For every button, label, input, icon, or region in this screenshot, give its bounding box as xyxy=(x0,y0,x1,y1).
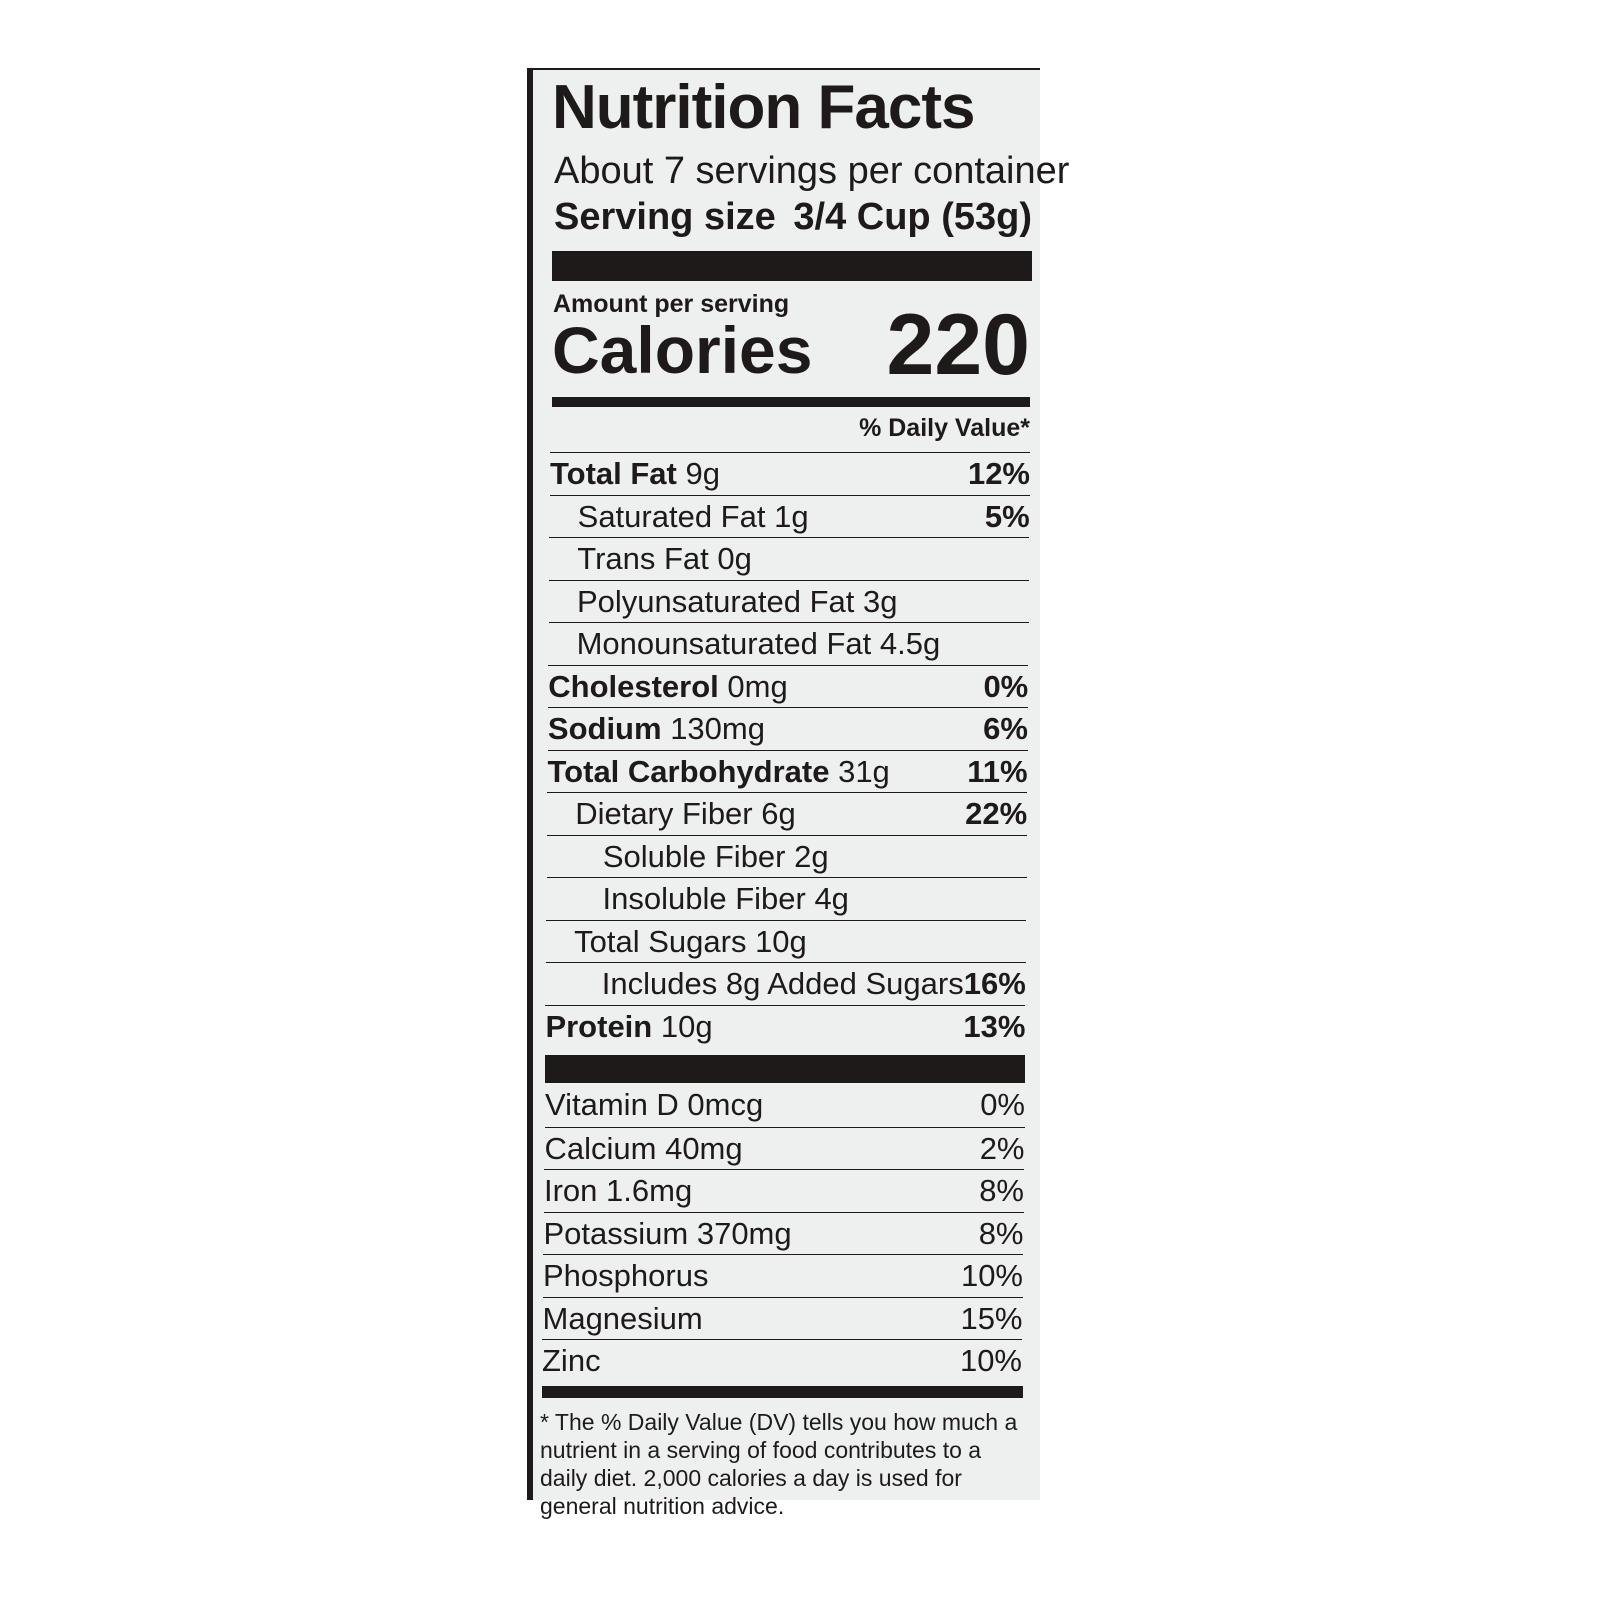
nutrient-row: Soluble Fiber 2g xyxy=(546,834,1027,878)
footnote: * The % Daily Value (DV) tells you how m… xyxy=(540,1409,1018,1519)
nutrient-name: Sodium xyxy=(547,711,662,746)
nutrient-name: Includes 8g Added Sugars xyxy=(601,966,964,1001)
label-panel xyxy=(527,68,1040,1500)
nutrient-name: Insoluble Fiber 4g xyxy=(602,881,849,916)
medium-rule xyxy=(552,397,1030,407)
serving-size-value: 3/4 Cup (53g) xyxy=(793,196,1032,238)
vitamin-dv: 10% xyxy=(960,1258,1023,1293)
vitamin-row: Potassium 370mg 8% xyxy=(543,1211,1024,1255)
thick-rule xyxy=(545,1055,1025,1083)
vitamin-row: Magnesium 15% xyxy=(542,1296,1023,1340)
nutrient-amount: 0mg xyxy=(727,668,788,704)
nutrient-amount: 10g xyxy=(660,1008,713,1044)
nutrient-amount: 130mg xyxy=(670,711,765,746)
nutrient-name: Cholesterol xyxy=(548,668,719,704)
vitamin-dv: 8% xyxy=(978,1215,1024,1251)
vitamin-name: Zinc xyxy=(542,1343,601,1378)
nutrient-name: Protein xyxy=(545,1008,653,1044)
nutrient-dv: 16% xyxy=(963,966,1026,1001)
vitamin-row: Zinc 10% xyxy=(542,1339,1022,1382)
calories-label: Calories xyxy=(552,313,813,387)
nutrient-amount: 9g xyxy=(685,456,720,491)
daily-value-header: % Daily Value* xyxy=(859,414,1030,442)
nutrient-name: Trans Fat 0g xyxy=(577,541,752,576)
nutrient-row: Saturated Fat 1g 5% xyxy=(549,494,1030,538)
nutrient-dv: 0% xyxy=(983,668,1029,704)
nutrient-row: Dietary Fiber 6g 22% xyxy=(547,792,1028,835)
nutrient-dv: 12% xyxy=(967,456,1030,491)
vitamin-dv: 15% xyxy=(960,1300,1023,1336)
servings: About 7 servings per container xyxy=(554,150,1070,192)
nutrient-row: Total Fat 9g 12% xyxy=(550,452,1030,495)
vitamin-dv: 0% xyxy=(980,1087,1025,1122)
nutrient-row: Protein 10g 13% xyxy=(545,1004,1026,1048)
nutrient-name: Total Carbohydrate xyxy=(547,753,830,789)
thick-rule xyxy=(552,251,1032,281)
nutrient-amount: 31g xyxy=(838,753,890,789)
nutrient-dv: 22% xyxy=(965,796,1028,831)
nutrient-row: Includes 8g Added Sugars 16% xyxy=(545,962,1026,1005)
vitamin-name: Calcium 40mg xyxy=(544,1130,743,1166)
nutrient-name: Total Sugars 10g xyxy=(574,923,807,959)
nutrient-name: Polyunsaturated Fat 3g xyxy=(576,583,898,619)
amount-per-serving: Amount per serving xyxy=(553,290,790,318)
nutrient-name: Monounsaturated Fat 4.5g xyxy=(576,626,941,661)
vitamin-row: Iron 1.6mg 8% xyxy=(544,1169,1024,1212)
nutrient-name: Saturated Fat 1g xyxy=(577,498,809,534)
vitamin-name: Iron 1.6mg xyxy=(544,1173,693,1208)
nutrient-row: Polyunsaturated Fat 3g xyxy=(548,579,1029,623)
vitamin-dv: 8% xyxy=(979,1173,1024,1208)
nutrient-dv: 11% xyxy=(967,753,1028,789)
vitamin-row: Vitamin D 0mcg 0% xyxy=(545,1084,1025,1127)
nutrient-row: Insoluble Fiber 4g xyxy=(546,877,1027,920)
medium-rule xyxy=(542,1386,1023,1398)
vitamin-name: Phosphorus xyxy=(543,1258,709,1293)
vitamin-name: Magnesium xyxy=(542,1300,703,1336)
calories-value: 220 xyxy=(886,297,1031,393)
vitamin-dv: 2% xyxy=(979,1130,1025,1166)
nutrient-row: Monounsaturated Fat 4.5g xyxy=(548,622,1029,665)
nutrient-row: Cholesterol 0mg 0% xyxy=(548,664,1029,708)
nutrient-name: Dietary Fiber 6g xyxy=(575,796,796,831)
vitamin-name: Potassium 370mg xyxy=(543,1215,792,1251)
nutrient-row: Total Carbohydrate 31g 11% xyxy=(547,749,1028,793)
nutrient-dv: 13% xyxy=(963,1008,1026,1044)
nutrient-dv: 5% xyxy=(984,498,1030,534)
nutrient-row: Total Sugars 10g xyxy=(546,919,1027,963)
serving-size-label: Serving size xyxy=(554,196,776,238)
nutrient-row: Trans Fat 0g xyxy=(549,537,1030,580)
nutrient-row: Sodium 130mg 6% xyxy=(547,707,1028,750)
nutrient-name: Total Fat xyxy=(550,456,677,491)
vitamin-row: Phosphorus 10% xyxy=(543,1254,1023,1297)
vitamin-name: Vitamin D 0mcg xyxy=(545,1087,764,1122)
nutrient-dv: 6% xyxy=(983,711,1028,746)
label-title: Nutrition Facts xyxy=(552,73,975,142)
vitamin-row: Calcium 40mg 2% xyxy=(544,1126,1025,1170)
nutrient-name: Soluble Fiber 2g xyxy=(602,838,829,874)
vitamin-dv: 10% xyxy=(959,1343,1022,1378)
